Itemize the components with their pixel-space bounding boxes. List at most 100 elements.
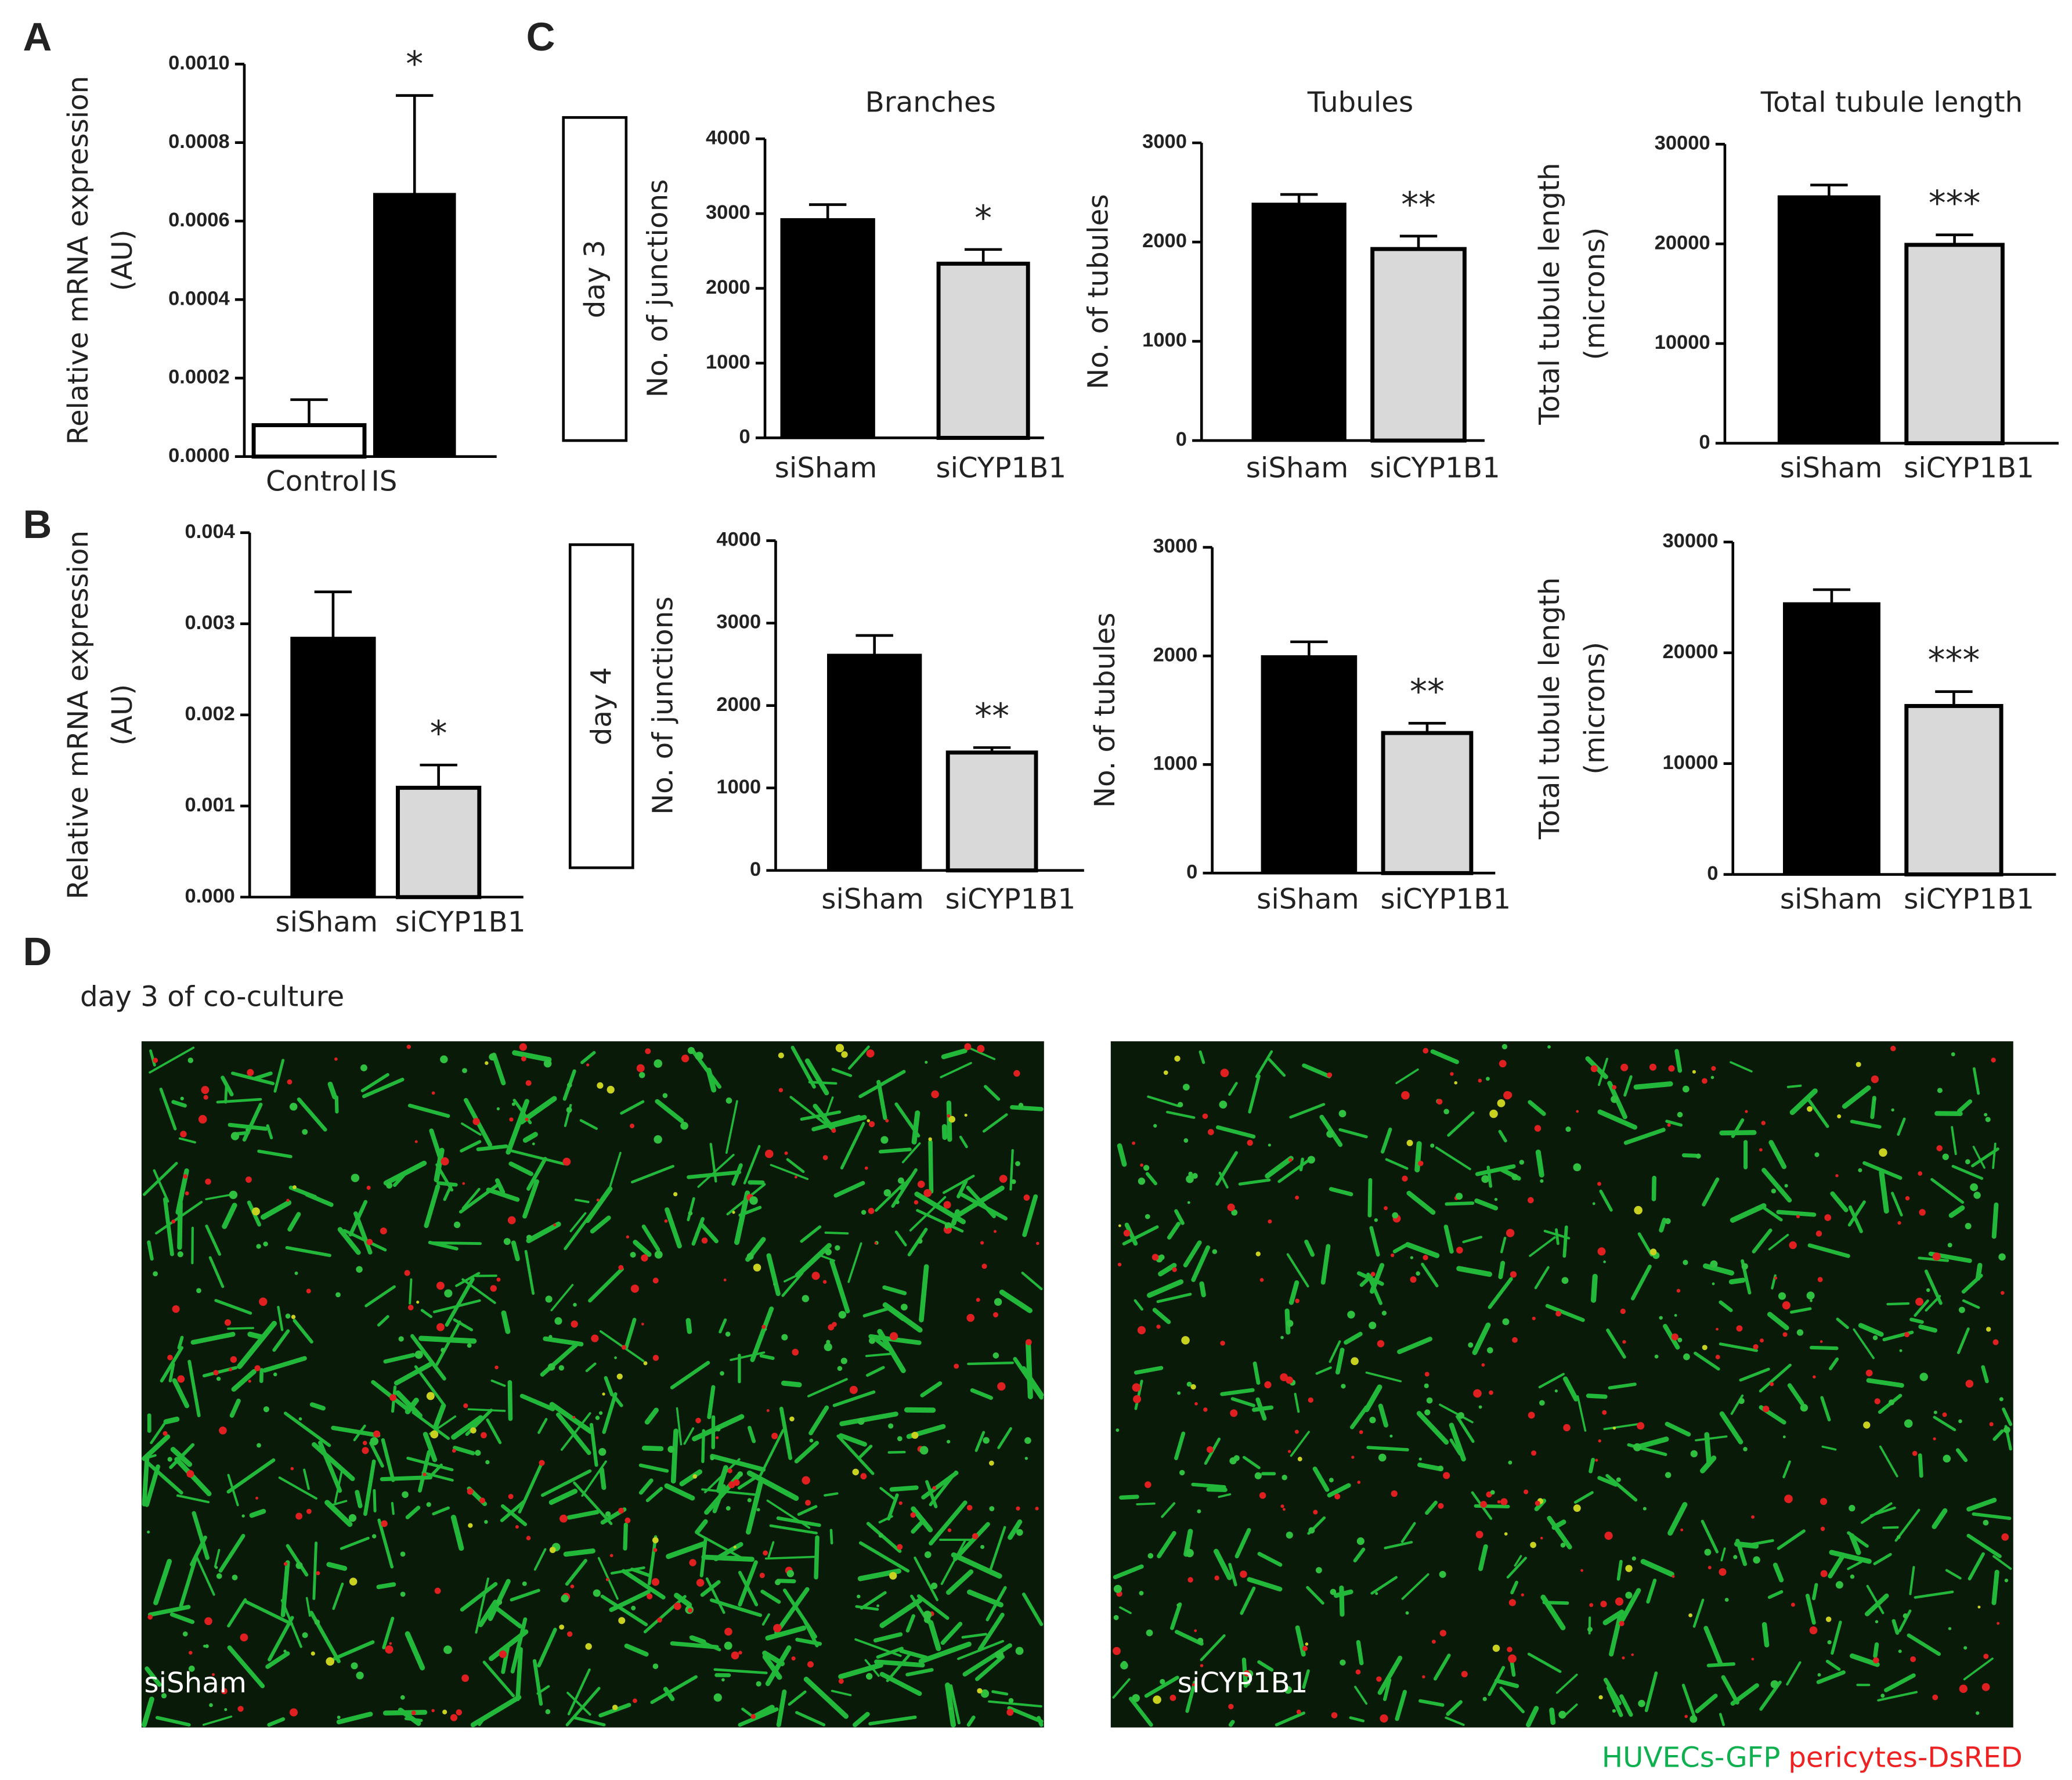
cell bbox=[496, 1600, 502, 1605]
cell bbox=[598, 1448, 606, 1456]
bar bbox=[1784, 603, 1880, 875]
cell bbox=[1873, 1657, 1879, 1663]
cell bbox=[1528, 1197, 1534, 1204]
cell bbox=[1710, 1261, 1717, 1268]
cell bbox=[663, 1093, 668, 1098]
cell bbox=[1904, 1332, 1909, 1337]
cell bbox=[618, 1265, 623, 1270]
cell bbox=[283, 1649, 286, 1652]
cell bbox=[246, 1176, 252, 1183]
cell bbox=[897, 1436, 903, 1441]
cell bbox=[290, 1467, 294, 1471]
cell bbox=[1327, 1073, 1332, 1078]
x-tick-label: siSham bbox=[275, 906, 378, 938]
cell bbox=[1138, 1326, 1146, 1334]
cell bbox=[1836, 1581, 1843, 1588]
cell bbox=[299, 1417, 302, 1421]
cell bbox=[1369, 1322, 1376, 1329]
cell bbox=[484, 1520, 488, 1524]
cell bbox=[171, 1219, 175, 1223]
cell bbox=[216, 1573, 222, 1579]
cell bbox=[925, 1061, 927, 1064]
cell bbox=[1625, 1565, 1632, 1572]
cell bbox=[1690, 1716, 1697, 1723]
cell bbox=[1948, 1627, 1951, 1630]
cell bbox=[291, 1315, 295, 1319]
cell bbox=[1118, 1225, 1121, 1227]
bar bbox=[781, 219, 875, 438]
vessel bbox=[1591, 1460, 1593, 1471]
cell bbox=[639, 1072, 645, 1078]
cell bbox=[1951, 1052, 1955, 1056]
cell bbox=[993, 1312, 998, 1317]
cell bbox=[1416, 1271, 1420, 1276]
cell bbox=[360, 1064, 367, 1071]
cell bbox=[1849, 1505, 1855, 1511]
cell bbox=[654, 1135, 662, 1143]
cell bbox=[1506, 1229, 1514, 1237]
cell bbox=[595, 1416, 600, 1420]
cell bbox=[326, 1657, 334, 1666]
cell bbox=[290, 1103, 297, 1110]
cell bbox=[1280, 1336, 1284, 1339]
cell bbox=[948, 1528, 952, 1532]
cell bbox=[254, 1365, 260, 1371]
cell bbox=[559, 1624, 564, 1630]
cell bbox=[606, 1578, 609, 1581]
cell bbox=[1221, 1068, 1229, 1077]
cell bbox=[1797, 1329, 1803, 1335]
x-tick-label: siCYP1B1 bbox=[1380, 883, 1511, 916]
cell bbox=[1508, 1461, 1512, 1465]
cell bbox=[389, 1394, 396, 1401]
vessel bbox=[166, 1419, 177, 1421]
cell bbox=[1153, 1124, 1157, 1128]
cell bbox=[1970, 1183, 1978, 1192]
cell bbox=[1116, 1428, 1119, 1432]
cell bbox=[1683, 1086, 1690, 1093]
cell bbox=[680, 1122, 688, 1130]
cell bbox=[1821, 1526, 1825, 1530]
cell bbox=[899, 1501, 903, 1505]
cell bbox=[1302, 1646, 1308, 1651]
cell bbox=[1531, 1450, 1536, 1456]
cell bbox=[954, 1364, 959, 1369]
cell bbox=[610, 1554, 613, 1557]
cell bbox=[923, 1189, 932, 1197]
cell bbox=[652, 1578, 659, 1586]
cell bbox=[1875, 1398, 1880, 1404]
cell bbox=[1580, 1569, 1583, 1572]
cell bbox=[1334, 1494, 1340, 1500]
cell bbox=[1791, 1603, 1795, 1607]
cell bbox=[724, 1642, 732, 1650]
cell bbox=[825, 1249, 832, 1255]
cell bbox=[205, 1644, 209, 1648]
cell bbox=[1598, 1695, 1602, 1699]
cell bbox=[876, 1604, 879, 1607]
cell bbox=[695, 1052, 703, 1060]
vessel bbox=[1564, 1227, 1566, 1256]
cell bbox=[349, 1514, 356, 1522]
cell bbox=[1742, 1263, 1748, 1269]
cell bbox=[1407, 1140, 1413, 1146]
cell bbox=[1783, 1435, 1786, 1438]
cell bbox=[760, 1573, 765, 1578]
cell bbox=[402, 1491, 409, 1498]
cell bbox=[1659, 1316, 1663, 1319]
cell bbox=[964, 1043, 971, 1050]
cell bbox=[1286, 1320, 1293, 1327]
y-tick-label: 1000 bbox=[1153, 752, 1198, 774]
cell bbox=[178, 1251, 183, 1257]
cell bbox=[1784, 1494, 1793, 1503]
cell bbox=[373, 1431, 380, 1438]
cell bbox=[725, 1331, 731, 1337]
cell bbox=[1958, 1420, 1962, 1424]
cell bbox=[454, 1222, 460, 1228]
cell bbox=[1480, 1501, 1487, 1508]
row-label: day 4 bbox=[586, 667, 618, 745]
cell bbox=[522, 1582, 527, 1586]
cell bbox=[188, 1057, 194, 1063]
y-tick-label: 2000 bbox=[716, 694, 761, 716]
cell bbox=[1990, 1422, 1994, 1426]
cell bbox=[1684, 1715, 1688, 1718]
cell bbox=[989, 1506, 994, 1511]
